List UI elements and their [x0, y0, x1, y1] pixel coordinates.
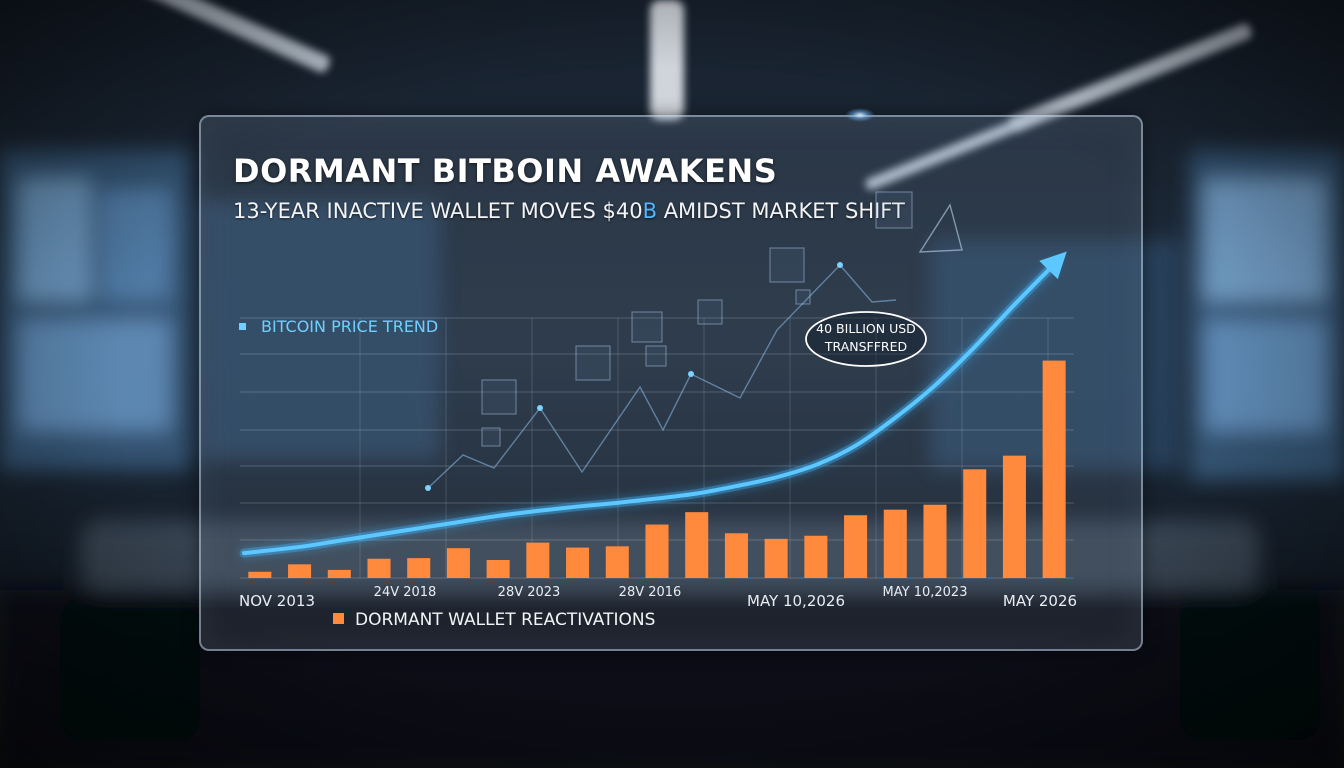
- bar-2: [288, 564, 312, 578]
- x-tick-label-5: MAY 10,2026: [747, 592, 845, 610]
- x-tick-label-3: 28V 2023: [498, 585, 561, 600]
- annotation: 40 BILLION USD TRANSFFRED: [805, 311, 927, 367]
- background-trend-decoration: [425, 191, 963, 491]
- annotation-ellipse: [805, 311, 927, 367]
- legend: BITCOIN PRICE TREND DORMANT WALLET REACT…: [239, 317, 655, 630]
- bar-8: [526, 542, 550, 578]
- decor-square: [795, 289, 811, 305]
- annotation-line-1: 40 BILLION USD: [816, 321, 916, 336]
- decor-square: [575, 345, 611, 381]
- decor-zigzag-line: [427, 263, 897, 489]
- chart-grid: [240, 317, 1074, 579]
- chart-subtitle: 13-YEAR INACTIVE WALLET MOVES $40B AMIDS…: [233, 199, 905, 223]
- decor-square: [697, 299, 723, 325]
- annotation-line-2: TRANSFFRED: [824, 339, 907, 354]
- bar-19: [963, 469, 987, 578]
- bar-1: [248, 571, 272, 578]
- decor-point: [425, 485, 431, 491]
- x-tick-label-1: NOV 2013: [239, 592, 315, 610]
- decor-square: [481, 379, 517, 415]
- decor-point: [688, 371, 694, 377]
- bar-series: [248, 360, 1066, 578]
- legend-bar-swatch: [333, 613, 344, 624]
- legend-line-swatch: [239, 323, 246, 330]
- x-axis-tick-labels: NOV 2013 24V 2018 28V 2023 28V 2016 MAY 10,2…: [239, 585, 1077, 610]
- decor-square: [631, 311, 663, 343]
- decor-square: [875, 191, 913, 229]
- bar-10: [605, 546, 629, 578]
- bar-7: [486, 559, 510, 578]
- bar-16: [844, 515, 868, 578]
- decor-point: [837, 262, 843, 268]
- subtitle-highlight: B: [642, 199, 658, 223]
- decor-square: [645, 345, 667, 367]
- legend-line-label: BITCOIN PRICE TREND: [261, 317, 438, 336]
- bar-17: [883, 509, 907, 578]
- bar-6: [446, 548, 470, 578]
- bar-13: [724, 533, 748, 578]
- bar-12: [685, 512, 709, 578]
- bar-5: [407, 558, 431, 578]
- bar-14: [764, 538, 788, 578]
- bar-3: [327, 569, 351, 578]
- chart-title: DORMANT BITBOIN AWAKENS: [233, 152, 778, 190]
- subtitle-text-end: AMIDST MARKET SHIFT: [657, 199, 905, 223]
- bar-9: [566, 547, 590, 578]
- bar-4: [367, 558, 391, 578]
- price-line-arrowhead: [1039, 251, 1067, 280]
- decor-square: [481, 427, 501, 447]
- x-tick-label-4: 28V 2016: [619, 585, 682, 600]
- bar-18: [923, 504, 947, 578]
- legend-bar-label: DORMANT WALLET REACTIVATIONS: [355, 610, 655, 630]
- x-tick-label-2: 24V 2018: [374, 585, 437, 600]
- decor-arrow-outline: [918, 203, 963, 253]
- x-tick-label-7: MAY 2026: [1003, 592, 1077, 610]
- decor-square: [769, 247, 805, 283]
- subtitle-text-start: 13-YEAR INACTIVE WALLET MOVES $40: [233, 199, 643, 223]
- price-line: [242, 262, 1057, 556]
- price-trend-line: [239, 251, 1067, 558]
- x-tick-label-6: MAY 10,2023: [883, 585, 968, 600]
- bar-20: [1002, 455, 1026, 578]
- panel-light-glint: [845, 108, 875, 122]
- bar-15: [804, 535, 828, 578]
- decor-point: [537, 405, 543, 411]
- bar-11: [645, 524, 669, 578]
- bar-21: [1042, 360, 1066, 578]
